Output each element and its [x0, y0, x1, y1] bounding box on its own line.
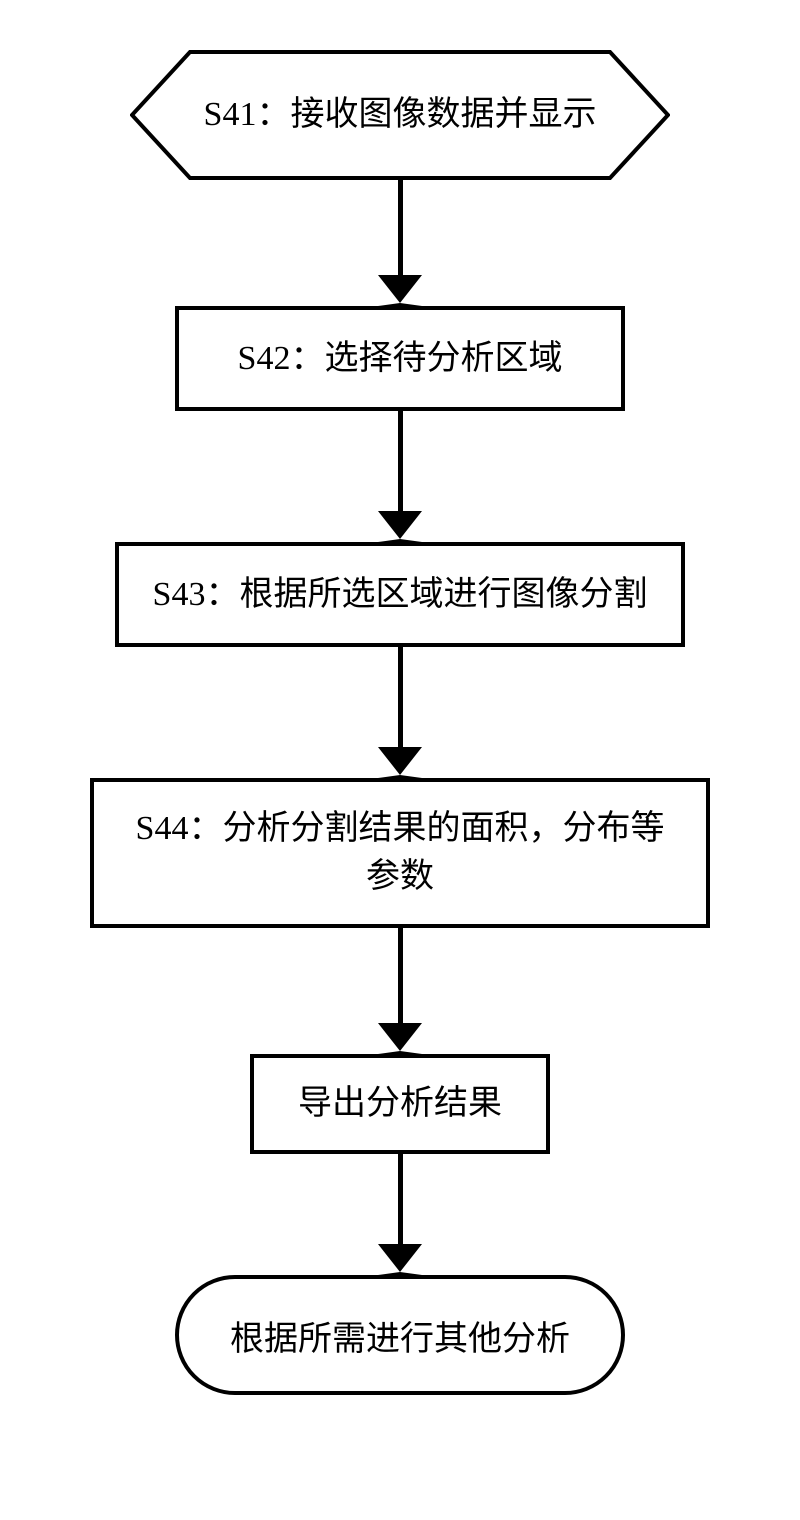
arrow-head-icon [378, 275, 422, 306]
node-s43-label: S43：根据所选区域进行图像分割 [153, 571, 648, 619]
arrow-s42-s43 [378, 411, 422, 542]
node-s41: S41：接收图像数据并显示 [130, 50, 670, 180]
arrow-s44-export [378, 928, 422, 1054]
arrow-head-icon [378, 1244, 422, 1275]
arrow-s43-s44 [378, 647, 422, 778]
node-s42-label: S42：选择待分析区域 [238, 335, 563, 383]
arrow-export-other [378, 1154, 422, 1275]
arrow-line [398, 180, 403, 275]
arrow-head-icon [378, 1023, 422, 1054]
node-export: 导出分析结果 [250, 1054, 550, 1154]
flowchart-container: S41：接收图像数据并显示 S42：选择待分析区域 S43：根据所选区域进行图像… [90, 50, 710, 1520]
node-s42: S42：选择待分析区域 [175, 306, 625, 411]
arrow-line [398, 647, 403, 747]
node-s44: S44：分析分割结果的面积，分布等参数 [90, 778, 710, 928]
arrow-head-icon [378, 511, 422, 542]
arrow-head-icon [378, 747, 422, 778]
node-other-label: 根据所需进行其他分析 [230, 1311, 570, 1360]
node-s41-label: S41：接收图像数据并显示 [204, 93, 597, 137]
node-s43: S43：根据所选区域进行图像分割 [115, 542, 685, 647]
arrow-s41-s42 [378, 180, 422, 306]
arrow-line [398, 1154, 403, 1244]
node-s44-label: S44：分析分割结果的面积，分布等参数 [124, 805, 676, 900]
arrow-line [398, 411, 403, 511]
node-other: 根据所需进行其他分析 [175, 1275, 625, 1395]
node-export-label: 导出分析结果 [298, 1080, 502, 1128]
arrow-line [398, 928, 403, 1023]
